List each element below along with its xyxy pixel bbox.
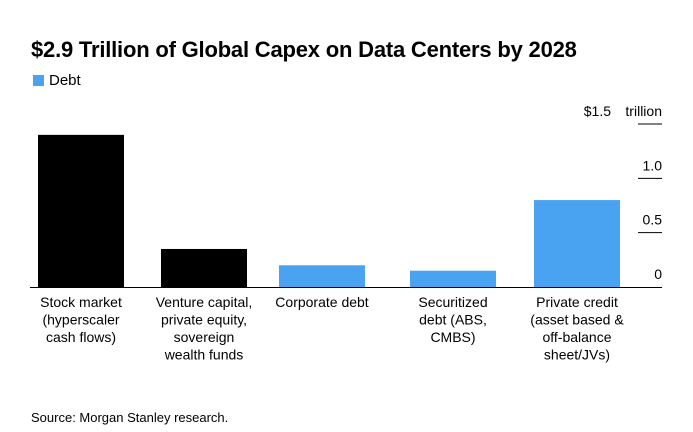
legend-label-debt: Debt (49, 72, 81, 89)
legend: Debt (33, 72, 81, 89)
x-tick-label: Securitized debt (ABS, CMBS) (418, 294, 487, 345)
bar (38, 134, 124, 287)
y-tick-label: 0 (654, 266, 662, 282)
y-tick-label: 0.5 (643, 212, 663, 228)
y-tick-label: 1.0 (643, 157, 663, 173)
y-tick-label: $1.5 (584, 103, 611, 119)
x-tick-label: Venture capital, private equity, sovereign… (156, 294, 253, 363)
bar-chart: 0 0.5 1.0 $1.5 trillion Stock market (hypersca… (30, 103, 663, 363)
source-note: Source: Morgan Stanley research. (31, 410, 229, 425)
x-tick-label: Private credit (asset based & off-balance s… (530, 294, 624, 363)
x-tick-label: Corporate debt (275, 294, 369, 310)
legend-swatch-debt (33, 75, 44, 86)
x-tick-label: Stock market (hyperscaler cash flows) (40, 294, 122, 345)
bar (279, 265, 365, 287)
y-unit-label: trillion (625, 103, 662, 119)
bar (161, 248, 247, 287)
chart-title: $2.9 Trillion of Global Capex on Data Ce… (31, 37, 577, 62)
bar (534, 200, 620, 287)
bar (410, 270, 496, 287)
